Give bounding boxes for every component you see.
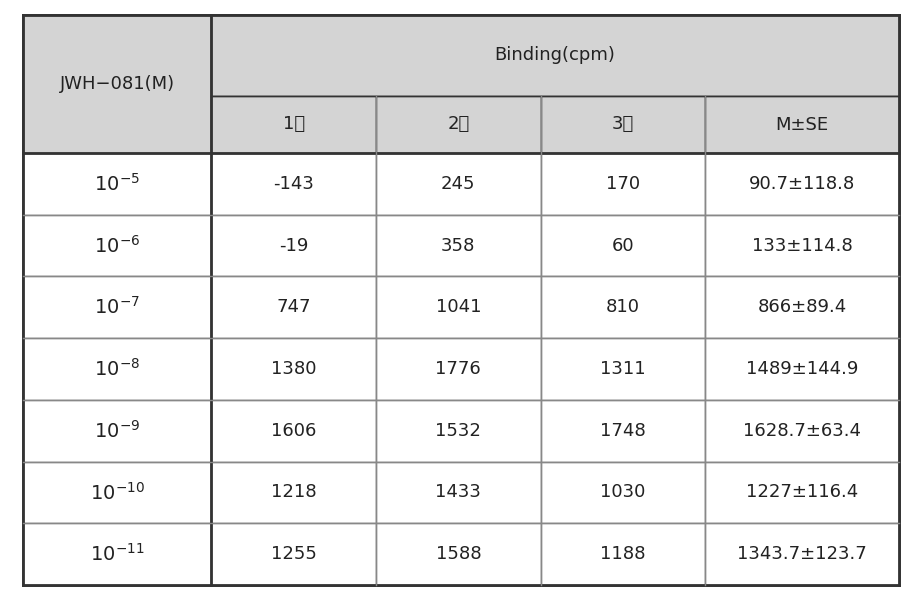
Text: 1227±116.4: 1227±116.4 <box>746 484 858 502</box>
Text: 1311: 1311 <box>600 360 645 378</box>
Text: 1380: 1380 <box>271 360 316 378</box>
Bar <box>23 523 211 585</box>
Bar <box>376 153 540 215</box>
Text: 245: 245 <box>441 175 476 193</box>
Text: M±SE: M±SE <box>775 115 829 133</box>
Text: $10^{-8}$: $10^{-8}$ <box>94 358 140 380</box>
Text: 1218: 1218 <box>271 484 316 502</box>
Bar <box>376 400 540 461</box>
Bar <box>211 338 376 400</box>
Bar <box>211 523 376 585</box>
Text: Binding(cpm): Binding(cpm) <box>495 46 616 64</box>
Bar <box>23 338 211 400</box>
Bar <box>705 215 899 277</box>
Text: 3차: 3차 <box>612 115 634 133</box>
Bar <box>540 400 705 461</box>
Bar <box>376 338 540 400</box>
Bar <box>540 338 705 400</box>
Text: 1433: 1433 <box>435 484 481 502</box>
Bar <box>23 461 211 523</box>
Bar <box>540 461 705 523</box>
Text: 60: 60 <box>611 236 634 254</box>
Text: 1606: 1606 <box>271 422 316 440</box>
Bar <box>211 400 376 461</box>
Text: 810: 810 <box>606 298 640 316</box>
Bar <box>540 277 705 338</box>
Bar <box>705 400 899 461</box>
Text: 1489±144.9: 1489±144.9 <box>746 360 858 378</box>
Bar <box>376 215 540 277</box>
Bar <box>540 96 705 153</box>
Bar <box>540 153 705 215</box>
Text: 1748: 1748 <box>600 422 646 440</box>
Text: 90.7±118.8: 90.7±118.8 <box>749 175 856 193</box>
Text: $10^{-9}$: $10^{-9}$ <box>94 420 140 442</box>
Bar <box>540 215 705 277</box>
Bar <box>705 277 899 338</box>
Text: 170: 170 <box>606 175 640 193</box>
Text: 358: 358 <box>442 236 476 254</box>
Bar <box>23 153 211 215</box>
Bar <box>376 461 540 523</box>
Bar <box>211 153 376 215</box>
Bar <box>23 15 211 153</box>
Text: 747: 747 <box>277 298 311 316</box>
Bar <box>705 153 899 215</box>
Bar <box>705 338 899 400</box>
Bar <box>23 215 211 277</box>
Text: $10^{-11}$: $10^{-11}$ <box>90 543 145 565</box>
Text: 2차: 2차 <box>447 115 469 133</box>
Bar <box>211 461 376 523</box>
Bar <box>376 277 540 338</box>
Text: 1343.7±123.7: 1343.7±123.7 <box>738 545 867 563</box>
Bar <box>376 96 540 153</box>
Text: -143: -143 <box>273 175 314 193</box>
Bar <box>211 15 899 96</box>
Text: $10^{-7}$: $10^{-7}$ <box>94 296 140 318</box>
Bar <box>211 277 376 338</box>
Text: 1776: 1776 <box>435 360 481 378</box>
Text: 133±114.8: 133±114.8 <box>751 236 853 254</box>
Text: 1532: 1532 <box>435 422 481 440</box>
Text: $10^{-6}$: $10^{-6}$ <box>94 235 140 257</box>
Text: 1041: 1041 <box>435 298 481 316</box>
Bar <box>540 523 705 585</box>
Bar <box>211 215 376 277</box>
Bar <box>23 277 211 338</box>
Text: -19: -19 <box>279 236 308 254</box>
Text: 1588: 1588 <box>435 545 481 563</box>
Bar <box>705 461 899 523</box>
Text: 1188: 1188 <box>600 545 645 563</box>
Text: 1255: 1255 <box>271 545 316 563</box>
Text: 866±89.4: 866±89.4 <box>758 298 846 316</box>
Text: 1차: 1차 <box>283 115 305 133</box>
Text: 1628.7±63.4: 1628.7±63.4 <box>743 422 861 440</box>
Bar <box>23 400 211 461</box>
Text: 1030: 1030 <box>600 484 645 502</box>
Text: $10^{-10}$: $10^{-10}$ <box>89 481 145 503</box>
Bar <box>376 523 540 585</box>
Bar <box>705 96 899 153</box>
Text: JWH−081(M): JWH−081(M) <box>60 75 175 93</box>
Bar <box>705 523 899 585</box>
Bar <box>211 96 376 153</box>
Text: $10^{-5}$: $10^{-5}$ <box>94 173 140 195</box>
